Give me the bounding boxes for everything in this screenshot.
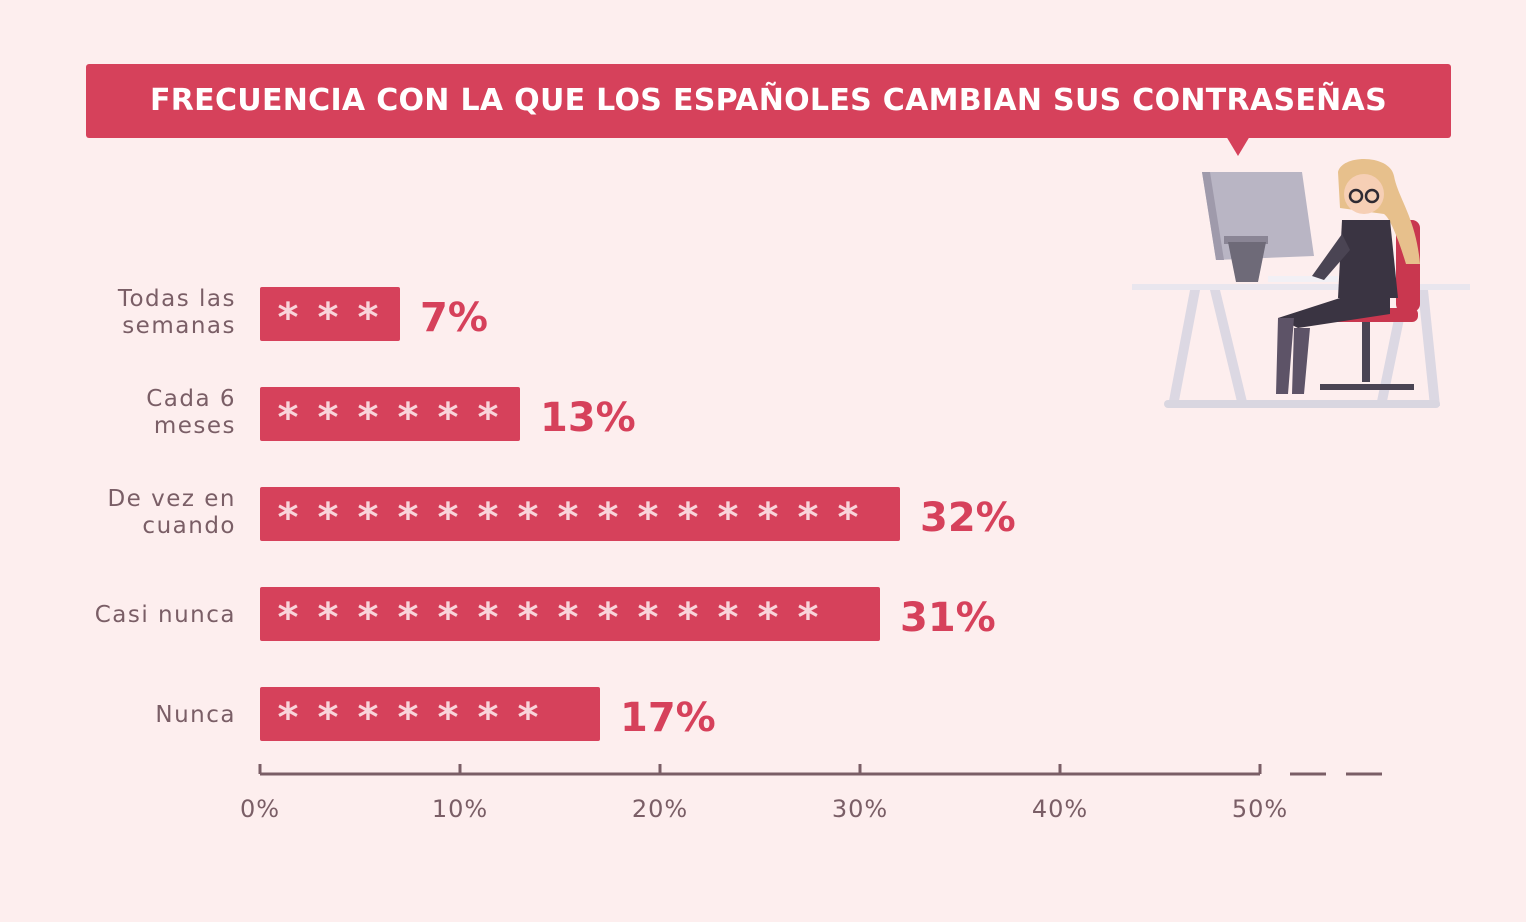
bar-asterisk: *: [718, 495, 739, 541]
bar-asterisk: *: [798, 495, 819, 541]
value-label: 32%: [920, 495, 1016, 541]
bar-asterisk: *: [438, 395, 459, 441]
woman-face: [1344, 174, 1384, 214]
bar-2: [260, 487, 900, 541]
bar-asterisk: *: [838, 495, 859, 541]
bar-3: [260, 587, 880, 641]
bar-asterisk: *: [278, 395, 299, 441]
bar-asterisk: *: [278, 695, 299, 741]
bar-asterisk: *: [358, 495, 379, 541]
bar-asterisk: *: [798, 595, 819, 641]
x-tick-label: 30%: [832, 795, 888, 823]
chair-post: [1362, 322, 1370, 382]
bar-asterisk: *: [718, 595, 739, 641]
bar-asterisk: *: [398, 595, 419, 641]
chair-base: [1320, 384, 1414, 390]
x-tick-label: 10%: [432, 795, 488, 823]
bar-asterisk: *: [438, 495, 459, 541]
desk-leg-left-2: [1210, 290, 1248, 406]
bar-asterisk: *: [318, 595, 339, 641]
bar-asterisk: *: [358, 695, 379, 741]
bar-asterisk: *: [758, 595, 779, 641]
x-tick-label: 0%: [240, 795, 280, 823]
bar-asterisk: *: [638, 495, 659, 541]
category-label: De vez en: [107, 486, 236, 512]
bar-asterisk: *: [358, 295, 379, 341]
woman-glasses-right: [1364, 188, 1380, 204]
title-banner-pointer: [1226, 136, 1250, 156]
bar-asterisk: *: [598, 595, 619, 641]
bar-asterisk: *: [318, 495, 339, 541]
bar-asterisk: *: [478, 395, 499, 441]
x-tick-label: 40%: [1032, 795, 1088, 823]
woman-legs: [1278, 298, 1390, 328]
bar-asterisk: *: [318, 295, 339, 341]
bar-asterisk: *: [558, 495, 579, 541]
bar-asterisk: *: [318, 395, 339, 441]
category-label: Casi nunca: [95, 602, 236, 628]
bar-asterisk: *: [758, 495, 779, 541]
woman-body: [1338, 220, 1398, 298]
bar-asterisk: *: [598, 495, 619, 541]
bar-asterisk: *: [518, 595, 539, 641]
title-banner: FRECUENCIA CON LA QUE LOS ESPAÑOLES CAMB…: [86, 64, 1451, 138]
bar-asterisk: *: [398, 495, 419, 541]
category-label: Todas las: [117, 286, 236, 312]
desk-leg-right-2: [1418, 290, 1440, 406]
keyboard: [1268, 276, 1338, 282]
bar-asterisk: *: [358, 395, 379, 441]
bar-asterisk: *: [438, 595, 459, 641]
monitor-neck: [1228, 242, 1266, 282]
chart-title: FRECUENCIA CON LA QUE LOS ESPAÑOLES CAMB…: [149, 83, 1388, 118]
bar-asterisk: *: [358, 595, 379, 641]
x-tick-label: 20%: [632, 795, 688, 823]
bar-asterisk: *: [478, 495, 499, 541]
bar-asterisk: *: [518, 495, 539, 541]
bar-asterisk: *: [318, 695, 339, 741]
bar-asterisk: *: [278, 595, 299, 641]
category-label: cuando: [142, 513, 236, 539]
category-label: meses: [154, 413, 236, 439]
woman-arm: [1312, 234, 1350, 280]
bar-asterisk: *: [278, 495, 299, 541]
value-label: 17%: [620, 695, 716, 741]
bar-asterisk: *: [478, 595, 499, 641]
woman-boots: [1276, 318, 1310, 394]
value-label: 13%: [540, 395, 636, 441]
value-label: 7%: [420, 295, 488, 341]
category-label: Cada 6: [146, 386, 236, 412]
monitor-stand: [1224, 236, 1268, 244]
bar-asterisk: *: [678, 495, 699, 541]
bar-asterisk: *: [638, 595, 659, 641]
desk-leg-left: [1168, 290, 1200, 406]
bar-0: [260, 287, 400, 341]
desk-top: [1132, 284, 1470, 290]
bar-1: [260, 387, 520, 441]
monitor-bezel: [1202, 172, 1224, 260]
bar-asterisk: *: [438, 695, 459, 741]
category-label: Nunca: [155, 702, 236, 728]
category-label: semanas: [122, 313, 236, 339]
bar-asterisk: *: [678, 595, 699, 641]
bar-asterisk: *: [278, 295, 299, 341]
value-label: 31%: [900, 595, 996, 641]
bar-asterisk: *: [518, 695, 539, 741]
bar-asterisk: *: [398, 395, 419, 441]
desk-floor: [1164, 400, 1440, 408]
bar-asterisk: *: [398, 695, 419, 741]
woman-at-computer-illustration: [1132, 158, 1470, 408]
bar-asterisk: *: [478, 695, 499, 741]
bar-asterisk: *: [558, 595, 579, 641]
x-tick-label: 50%: [1232, 795, 1288, 823]
woman-glasses-left: [1348, 188, 1364, 204]
bar-4: [260, 687, 600, 741]
